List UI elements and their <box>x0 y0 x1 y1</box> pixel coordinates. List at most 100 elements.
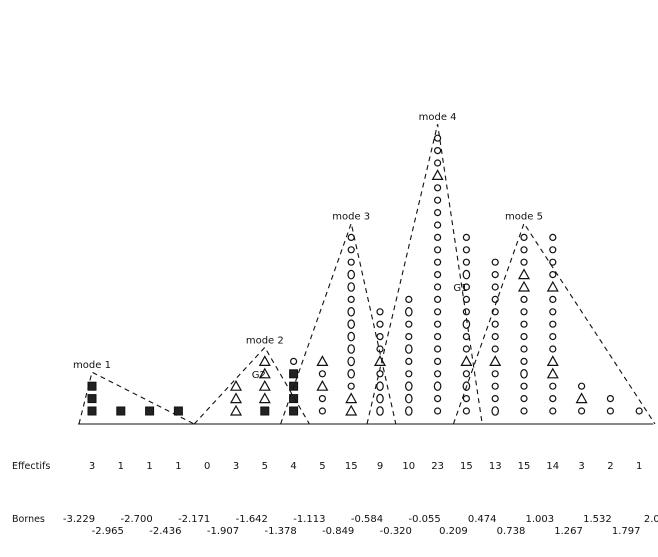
oval-mark <box>520 368 528 379</box>
circle-mark <box>520 258 528 266</box>
circle-mark <box>520 382 528 390</box>
count-value: 2 <box>607 461 613 472</box>
circle-mark <box>491 395 499 403</box>
group-label: G1 <box>453 283 467 294</box>
triangle-mark <box>258 392 271 404</box>
circle-mark <box>376 333 384 341</box>
bound-tick-label: -1.113 <box>293 514 325 525</box>
bound-tick-label: -1.642 <box>236 514 268 525</box>
circle-mark <box>318 407 326 415</box>
circle-mark <box>290 357 298 365</box>
triangle-mark <box>546 367 559 379</box>
oval-mark <box>347 331 356 342</box>
circle-mark <box>520 246 528 254</box>
circle-mark <box>347 258 355 266</box>
mode-envelope <box>280 221 397 425</box>
circle-mark <box>606 395 615 403</box>
mode-envelope <box>452 222 656 425</box>
circle-mark <box>434 395 442 403</box>
mode-envelope <box>193 346 310 425</box>
oval-mark <box>347 282 356 292</box>
count-value: 15 <box>345 461 358 472</box>
count-value: 1 <box>146 461 152 472</box>
circle-mark <box>347 295 355 303</box>
count-value: 14 <box>546 461 559 472</box>
mode-label: mode 4 <box>419 112 457 123</box>
bound-tick-label: 1.003 <box>525 514 554 525</box>
square-mark <box>116 406 126 416</box>
circle-mark <box>491 320 499 328</box>
count-value: 1 <box>636 461 642 472</box>
circle-mark <box>491 258 499 266</box>
circle-mark <box>376 320 384 328</box>
bound-tick-label: -0.320 <box>380 526 412 537</box>
bound-tick-label: 1.267 <box>554 526 583 537</box>
circle-mark <box>405 320 413 328</box>
count-value: 15 <box>518 461 531 472</box>
triangle-mark <box>229 379 243 391</box>
count-value: 13 <box>489 461 502 472</box>
circle-mark <box>520 233 528 241</box>
triangle-mark <box>316 379 329 391</box>
circle-mark <box>520 333 528 341</box>
circle-mark <box>462 370 470 378</box>
circle-mark <box>491 333 499 341</box>
mode-label: mode 1 <box>73 360 111 371</box>
square-mark <box>145 406 155 416</box>
triangle-mark <box>316 355 329 366</box>
circle-mark <box>434 283 442 291</box>
circle-mark <box>434 196 442 204</box>
circle-mark <box>491 382 499 390</box>
bound-tick-label: -2.171 <box>178 514 210 525</box>
oval-mark <box>404 393 413 404</box>
circle-mark <box>462 258 470 266</box>
circle-mark <box>549 333 557 341</box>
square-mark <box>260 406 270 416</box>
oval-mark <box>376 393 384 404</box>
triangle-mark <box>229 404 243 416</box>
bound-tick-label: -2.436 <box>149 526 181 537</box>
circle-mark <box>462 308 470 316</box>
bound-tick-label: 0.474 <box>468 514 497 525</box>
square-mark <box>87 394 97 404</box>
circle-mark <box>549 407 557 415</box>
circle-mark <box>577 382 586 390</box>
triangle-mark <box>546 280 559 292</box>
count-value: 15 <box>460 461 473 472</box>
count-value: 3 <box>89 461 95 472</box>
circle-mark <box>434 246 442 254</box>
oval-mark <box>433 381 442 391</box>
oval-mark <box>347 368 356 379</box>
count-value: 10 <box>402 461 415 472</box>
circle-mark <box>549 258 557 266</box>
circle-mark <box>462 407 470 415</box>
square-mark <box>87 381 97 391</box>
triangle-mark <box>345 392 358 404</box>
square-mark <box>289 369 299 379</box>
circle-mark <box>577 407 586 415</box>
group-label: G2 <box>252 370 266 381</box>
circle-mark <box>462 283 470 291</box>
triangle-mark <box>345 404 358 416</box>
circle-mark <box>520 407 528 415</box>
circle-mark <box>405 295 413 303</box>
circle-mark <box>434 209 442 217</box>
circle-mark <box>434 320 442 328</box>
bound-tick-label: -0.055 <box>408 514 440 525</box>
triangle-mark <box>517 268 531 280</box>
circle-mark <box>606 407 615 415</box>
circle-mark <box>434 333 442 341</box>
circle-mark <box>434 233 442 241</box>
circle-mark <box>434 370 442 378</box>
oval-mark <box>404 344 413 354</box>
circle-mark <box>434 184 442 192</box>
triangle-mark <box>373 355 387 366</box>
circle-mark <box>549 345 557 353</box>
mode-label: mode 2 <box>246 335 284 346</box>
circle-mark <box>434 221 442 229</box>
oval-mark <box>347 344 356 354</box>
count-value: 3 <box>578 461 584 472</box>
oval-mark <box>347 306 356 317</box>
